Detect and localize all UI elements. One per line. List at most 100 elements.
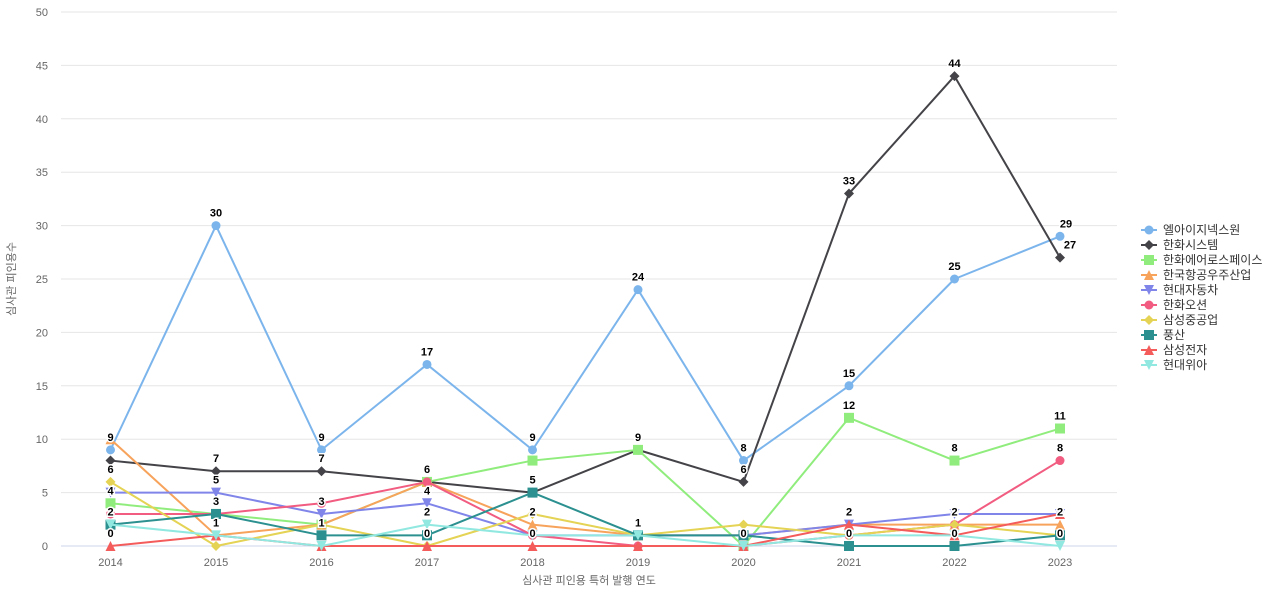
series-marker-icon[interactable] [316,466,327,477]
series-marker-icon[interactable] [316,530,327,541]
series-marker-icon[interactable] [105,487,116,498]
series-marker-icon[interactable] [527,455,538,466]
series-marker-icon[interactable] [950,274,959,284]
series-marker-icon[interactable] [1055,456,1065,466]
legend-label: 한화오션 [1163,298,1207,312]
legend-label: 한화에어로스페이스 [1163,253,1262,267]
series-marker-icon[interactable] [949,71,960,82]
series-한화시스템[interactable] [105,71,1066,498]
series-marker-icon[interactable] [527,487,538,498]
legend-item-한화오션[interactable]: 한화오션 [1141,298,1207,312]
series-marker-icon[interactable] [1055,231,1065,241]
data-label: 2 [107,507,113,519]
series-marker-icon[interactable] [211,530,221,541]
series-marker-icon[interactable] [1055,252,1065,263]
series-marker-icon[interactable] [105,541,116,551]
series-marker-icon[interactable] [844,530,854,541]
series-line[interactable] [109,523,1061,547]
series-marker-icon[interactable] [422,541,432,551]
legend: 엘아이지넥스원한화시스템한화에어로스페이스한국항공우주산업현대자동차한화오션삼성… [1141,223,1262,372]
series-marker-icon[interactable] [1055,530,1065,541]
series-line[interactable] [109,459,1061,547]
series-marker-icon[interactable] [105,455,116,466]
series-marker-icon[interactable] [738,519,749,530]
series-marker-icon[interactable] [633,444,643,455]
series-marker-icon[interactable] [844,188,854,199]
series-marker-icon[interactable] [738,541,749,551]
series-marker-icon[interactable] [633,285,643,295]
series-marker-icon[interactable] [738,530,749,541]
series-marker-icon[interactable] [527,530,538,541]
series-marker-icon[interactable] [1055,541,1065,551]
series-line[interactable] [109,438,1061,537]
series-marker-icon[interactable] [211,487,221,498]
series-marker-icon[interactable] [844,519,854,530]
series-marker-icon[interactable] [1055,423,1065,434]
series-marker-icon[interactable] [317,445,326,455]
legend-item-삼성중공업[interactable]: 삼성중공업 [1141,313,1218,327]
data-label: 2 [1057,507,1063,519]
legend-item-한화시스템[interactable]: 한화시스템 [1141,238,1218,252]
series-marker-icon[interactable] [316,541,327,551]
series-line[interactable] [109,416,1061,547]
series-marker-icon[interactable] [738,476,749,487]
legend-item-현대자동차[interactable]: 현대자동차 [1141,283,1218,297]
series-marker-icon[interactable] [316,519,327,530]
series-marker-icon[interactable] [422,519,432,530]
series-marker-icon[interactable] [844,541,854,551]
series-marker-icon[interactable] [422,477,432,487]
series-marker-icon[interactable] [949,519,960,530]
x-tick-label: 2018 [520,557,544,569]
legend-item-풍산[interactable]: 풍산 [1141,328,1185,342]
series-marker-icon[interactable] [211,541,221,551]
series-marker-icon[interactable] [633,530,643,541]
series-marker-icon[interactable] [422,359,432,369]
series-엘아이지넥스원[interactable] [106,221,1065,466]
series-현대위아[interactable] [105,519,1066,551]
series-marker-icon[interactable] [949,541,960,551]
legend-item-삼성전자[interactable]: 삼성전자 [1141,343,1207,357]
series-marker-icon[interactable] [105,519,116,530]
legend-item-한화에어로스페이스[interactable]: 한화에어로스페이스 [1141,253,1262,267]
series-marker-icon[interactable] [316,508,327,519]
series-marker-icon[interactable] [105,476,116,487]
series-marker-icon[interactable] [1055,508,1065,519]
series-marker-icon[interactable] [105,498,116,509]
legend-item-현대위아[interactable]: 현대위아 [1141,358,1207,372]
series-marker-icon[interactable] [106,509,115,519]
series-marker-icon[interactable] [317,498,326,508]
data-label: 9 [107,432,113,444]
series-marker-icon[interactable] [844,412,854,423]
series-marker-icon[interactable] [949,508,960,519]
legend-item-엘아이지넥스원[interactable]: 엘아이지넥스원 [1141,223,1240,237]
series-marker-icon[interactable] [422,498,432,509]
series-marker-icon[interactable] [106,445,115,455]
series-marker-icon[interactable] [844,381,854,391]
data-label: 1 [635,517,641,529]
series-line[interactable] [109,491,1061,547]
data-label: 15 [843,368,855,380]
series-marker-icon[interactable] [422,530,432,541]
series-marker-icon[interactable] [105,434,116,445]
series-marker-icon[interactable] [527,508,538,519]
data-label: 33 [843,176,855,188]
series-marker-icon[interactable] [211,508,221,519]
series-marker-icon[interactable] [527,519,538,530]
data-label: 30 [210,208,222,220]
series-marker-icon[interactable] [527,541,538,551]
series-marker-icon[interactable] [739,456,748,466]
series-line[interactable] [109,224,1061,462]
series-marker-icon[interactable] [211,221,221,231]
series-marker-icon[interactable] [1055,519,1065,530]
data-label: 44 [948,58,961,70]
series-marker-icon[interactable] [949,530,960,541]
series-marker-icon[interactable] [949,455,960,466]
series-line[interactable] [109,75,1061,494]
data-label: 7 [213,453,219,465]
series-marker-icon[interactable] [528,445,537,455]
legend-item-한국항공우주산업[interactable]: 한국항공우주산업 [1141,268,1251,282]
series-marker-icon[interactable] [633,541,643,551]
series-marker-icon[interactable] [211,466,221,477]
data-label: 0 [846,528,852,540]
